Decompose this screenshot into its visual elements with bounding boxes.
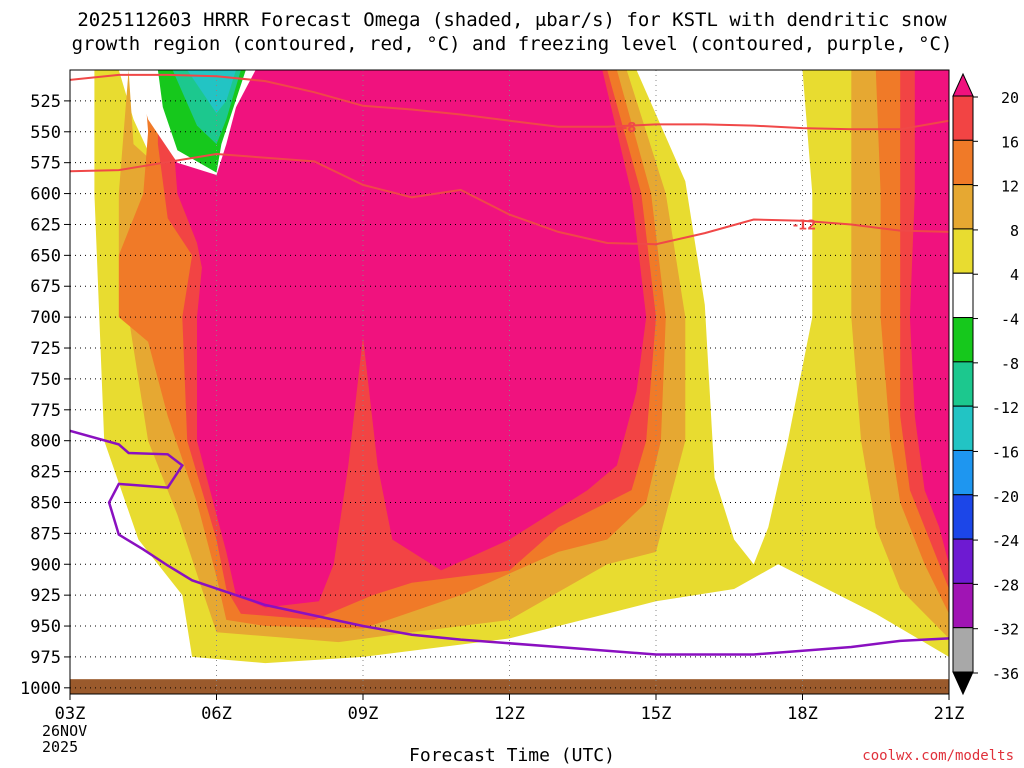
- chart-title-line-1: 2025112603 HRRR Forecast Omega (shaded, …: [77, 9, 947, 31]
- omega-negative-region--16: [187, 70, 236, 114]
- colorbar-label: -36: [992, 665, 1019, 683]
- colorbar-label: -24: [992, 532, 1019, 550]
- colorbar-band: [952, 184, 974, 230]
- x-axis-label: Forecast Time (UTC): [409, 745, 615, 766]
- y-tick-label: 725: [30, 339, 61, 359]
- y-tick-label: 525: [30, 92, 61, 112]
- date-label-year: 2025: [42, 738, 79, 756]
- colorbar-label: 8: [1010, 222, 1019, 240]
- snow-growth-contour--12: [70, 73, 949, 131]
- date-label-day: 26NOV: [42, 722, 88, 740]
- colorbar-band: [952, 272, 974, 319]
- ground-surface: [70, 679, 949, 694]
- colorbar-label: -28: [992, 576, 1019, 594]
- x-tick-label: 03Z: [55, 704, 86, 724]
- y-tick-label: 600: [30, 185, 61, 205]
- colorbar-band: [952, 494, 974, 540]
- colorbar-band: [952, 317, 974, 363]
- omega-region-west-20: [167, 70, 647, 608]
- y-tick-label: 900: [30, 555, 61, 575]
- colorbar-label: 16: [1001, 133, 1019, 151]
- x-tick-label: 09Z: [348, 704, 379, 724]
- y-tick-label: 925: [30, 586, 61, 606]
- x-tick-label: 15Z: [641, 704, 672, 724]
- y-tick-label: 825: [30, 463, 61, 483]
- colorbar-bottom-arrow: [952, 671, 974, 696]
- colorbar-band: [952, 361, 974, 407]
- y-tick-label: 775: [30, 401, 61, 421]
- colorbar-band: [952, 627, 974, 673]
- colorbar-top-arrow: [952, 72, 974, 97]
- colorbar-label: 4: [1010, 266, 1019, 284]
- colorbar-label: -20: [992, 488, 1019, 506]
- colorbar-label: -12: [992, 399, 1019, 417]
- y-tick-label: 750: [30, 370, 61, 390]
- contour-label-minus-8: -8: [622, 121, 636, 136]
- credit-text: coolwx.com/modelts: [862, 748, 1014, 764]
- colorbar-label: 12: [1001, 178, 1019, 196]
- colorbar-band: [952, 95, 974, 141]
- colorbar-band: [952, 538, 974, 584]
- colorbar-label: 20: [1001, 89, 1019, 107]
- colorbar-label: -4: [1001, 311, 1019, 329]
- y-tick-label: 950: [30, 617, 61, 637]
- colorbar-band: [952, 139, 974, 186]
- freezing-level-contour: [70, 429, 949, 656]
- y-tick-label: 625: [30, 215, 61, 235]
- y-tick-label: 675: [30, 277, 61, 297]
- y-tick-label: 700: [30, 308, 61, 328]
- colorbar-label: -16: [992, 443, 1019, 461]
- y-tick-label: 650: [30, 246, 61, 266]
- colorbar-label: -8: [1001, 355, 1019, 373]
- x-tick-label: 18Z: [787, 704, 818, 724]
- y-tick-label: 850: [30, 493, 61, 513]
- y-tick-label: 975: [30, 648, 61, 668]
- y-tick-label: 875: [30, 524, 61, 544]
- chart-title-line-2: growth region (contoured, red, °C) and f…: [71, 33, 953, 55]
- contour-label-minus-12: -12: [793, 218, 817, 233]
- y-tick-label: 800: [30, 432, 61, 452]
- colorbar-band: [952, 228, 974, 274]
- plot-area: [70, 70, 949, 694]
- y-tick-label: 575: [30, 154, 61, 174]
- x-tick-label: 21Z: [934, 704, 965, 724]
- snow-growth-contour--8: [70, 152, 949, 246]
- y-tick-label: 550: [30, 123, 61, 143]
- x-tick-label: 06Z: [201, 704, 232, 724]
- x-tick-label: 12Z: [494, 704, 525, 724]
- colorbar-band: [952, 582, 974, 629]
- omega-region-east-20: [909, 70, 949, 565]
- colorbar-band: [952, 449, 974, 496]
- colorbar-band: [952, 405, 974, 451]
- y-tick-label: 1000: [20, 679, 61, 699]
- colorbar-label: -32: [992, 621, 1019, 639]
